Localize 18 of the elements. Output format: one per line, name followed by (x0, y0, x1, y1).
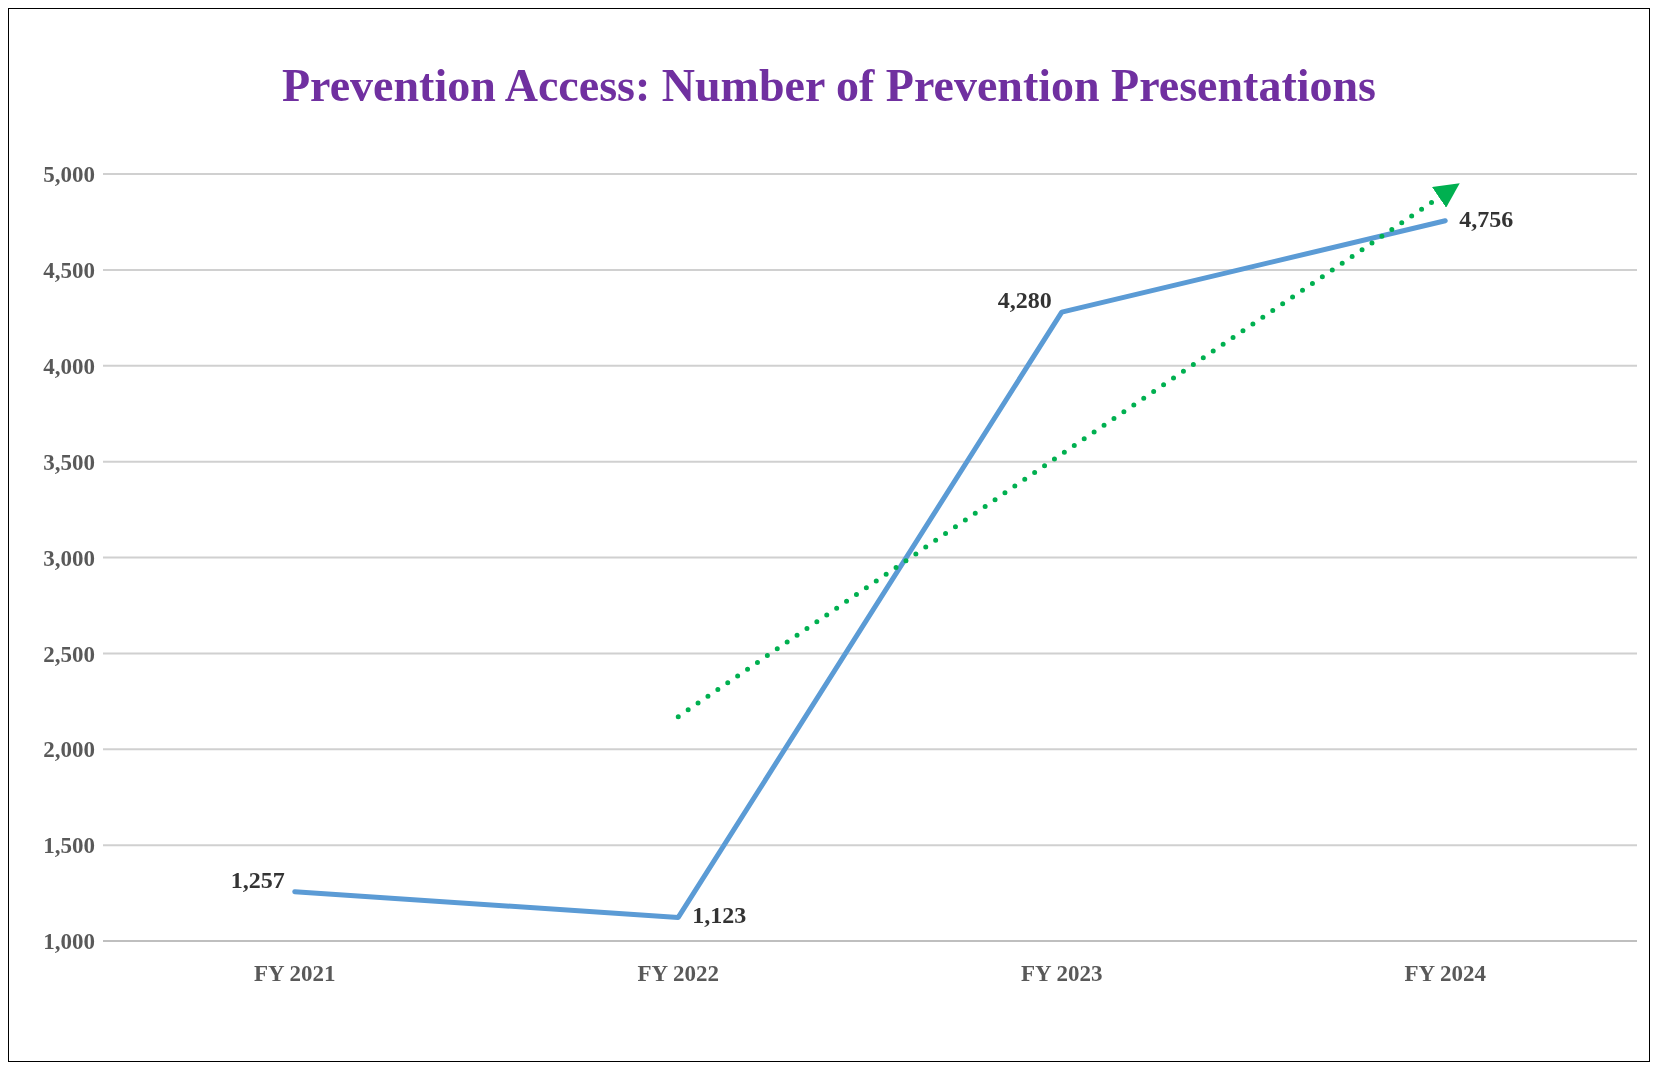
y-tick-label: 1,000 (43, 929, 95, 955)
y-tick-label: 3,500 (43, 449, 95, 475)
x-tick-label: FY 2021 (253, 961, 336, 987)
y-tick-label: 1,500 (43, 833, 95, 859)
x-tick-label: FY 2022 (637, 961, 720, 987)
data-label: 4,280 (997, 287, 1052, 314)
x-tick-label: FY 2023 (1020, 961, 1103, 987)
y-tick-label: 4,500 (43, 258, 95, 284)
chart-title: Prevention Access: Number of Prevention Presentations (280, 59, 1378, 112)
x-tick-label: FY 2024 (1404, 961, 1487, 987)
y-tick-label: 2,000 (43, 737, 95, 763)
y-tick-label: 3,000 (43, 545, 95, 571)
data-label: 1,257 (230, 866, 285, 893)
y-tick-label: 2,500 (43, 641, 95, 667)
y-tick-label: 5,000 (43, 162, 95, 188)
data-label: 1,123 (692, 902, 747, 929)
y-tick-label: 4,000 (43, 353, 95, 379)
data-label: 4,756 (1459, 205, 1514, 232)
